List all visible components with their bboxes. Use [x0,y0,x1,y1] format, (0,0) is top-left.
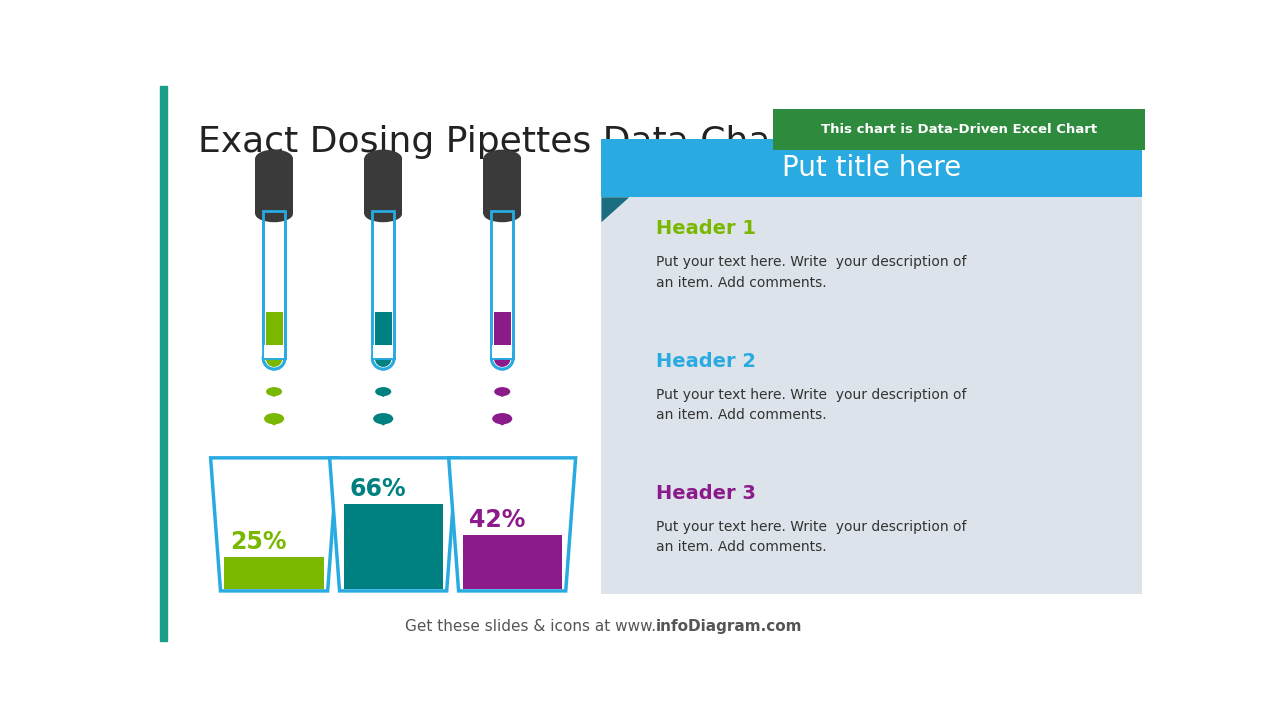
Bar [494,312,511,355]
Polygon shape [264,419,284,426]
Text: infoDiagram.com: infoDiagram.com [657,619,803,634]
Bar [371,347,396,358]
Bar [374,347,393,358]
Bar [492,211,513,358]
Polygon shape [375,392,392,397]
Bar [262,347,285,358]
Polygon shape [493,419,512,426]
Bar [365,158,402,214]
Ellipse shape [372,347,394,369]
Ellipse shape [255,150,293,167]
Bar [264,346,284,358]
Bar [374,346,393,358]
Polygon shape [494,392,511,397]
Bar [265,347,283,358]
Bar [264,211,285,358]
Text: 42%: 42% [468,508,525,532]
FancyBboxPatch shape [773,109,1146,150]
Bar [266,312,283,355]
Text: Put your text here. Write  your description of
an item. Add comments.: Put your text here. Write your descripti… [657,520,966,554]
Text: Header 3: Header 3 [657,484,756,503]
Text: Put title here: Put title here [782,154,961,182]
Ellipse shape [484,206,521,222]
Ellipse shape [494,387,511,396]
Text: Header 2: Header 2 [657,351,756,371]
Text: Exact Dosing Pipettes Data Chart: Exact Dosing Pipettes Data Chart [197,125,799,159]
Polygon shape [224,557,324,589]
Bar [493,346,512,358]
Ellipse shape [493,413,512,424]
Ellipse shape [492,347,513,369]
Bar [490,347,515,358]
Bar [375,312,392,355]
Bar [264,211,285,358]
Text: Put your text here. Write  your description of
an item. Add comments.: Put your text here. Write your descripti… [657,256,966,289]
Bar [160,86,166,641]
Polygon shape [330,458,457,591]
Ellipse shape [264,413,284,424]
Polygon shape [602,197,630,222]
Text: 66%: 66% [349,477,406,501]
Polygon shape [462,535,562,589]
Ellipse shape [374,413,393,424]
Ellipse shape [484,150,521,167]
Text: Put your text here. Write  your description of
an item. Add comments.: Put your text here. Write your descripti… [657,387,966,422]
Polygon shape [211,458,338,591]
Ellipse shape [375,387,392,396]
Bar [372,211,394,358]
Bar [602,139,1142,197]
Text: Header 1: Header 1 [657,220,756,238]
Text: Get these slides & icons at www.: Get these slides & icons at www. [404,619,657,634]
Ellipse shape [365,206,402,222]
Ellipse shape [266,387,282,396]
Ellipse shape [255,206,293,222]
Polygon shape [266,392,282,397]
Polygon shape [343,504,443,589]
Ellipse shape [266,349,283,367]
Ellipse shape [375,349,392,367]
Polygon shape [449,458,576,591]
Ellipse shape [264,347,285,369]
Ellipse shape [494,349,511,367]
Polygon shape [374,419,393,426]
Bar [372,211,394,358]
Text: This chart is Data-Driven Excel Chart: This chart is Data-Driven Excel Chart [822,122,1098,135]
Bar [255,158,293,214]
Bar [493,347,512,358]
Text: 25%: 25% [230,530,287,554]
Bar [484,158,521,214]
Ellipse shape [365,150,402,167]
Bar [492,211,513,358]
Bar [602,139,1142,594]
